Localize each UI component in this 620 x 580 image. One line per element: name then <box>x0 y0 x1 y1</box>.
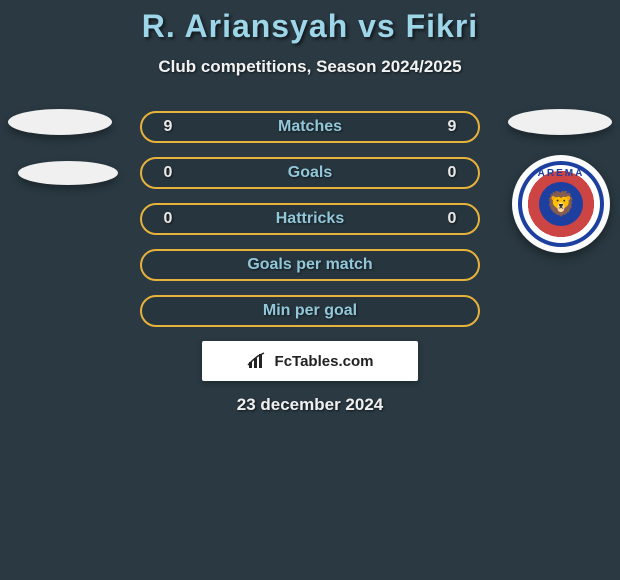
bar-chart-icon <box>247 352 269 370</box>
stat-left-value: 0 <box>156 164 180 182</box>
stat-right-value: 0 <box>440 164 464 182</box>
date-text: 23 december 2024 <box>0 395 620 415</box>
stat-row-goals: 0 Goals 0 <box>140 157 480 189</box>
stat-label: Goals per match <box>247 256 372 274</box>
stat-row-min-per-goal: Min per goal <box>140 295 480 327</box>
stat-label: Goals <box>288 164 332 182</box>
stat-label: Hattricks <box>276 210 344 228</box>
stats-area: AREMA 🦁 9 Matches 9 0 Goals 0 0 Hattrick… <box>0 111 620 415</box>
player-left-badge-2 <box>18 161 118 185</box>
stat-label: Matches <box>278 118 342 136</box>
stat-row-matches: 9 Matches 9 <box>140 111 480 143</box>
stat-left-value: 9 <box>156 118 180 136</box>
stat-row-hattricks: 0 Hattricks 0 <box>140 203 480 235</box>
stat-right-value: 9 <box>440 118 464 136</box>
player-left-badge-1 <box>8 109 112 135</box>
lion-icon: 🦁 <box>546 190 576 219</box>
subtitle: Club competitions, Season 2024/2025 <box>0 57 620 77</box>
player-right-badge <box>508 109 612 135</box>
crest-text: AREMA <box>538 168 585 179</box>
stat-right-value: 0 <box>440 210 464 228</box>
stat-label: Min per goal <box>263 302 357 320</box>
stat-row-goals-per-match: Goals per match <box>140 249 480 281</box>
stat-rows: 9 Matches 9 0 Goals 0 0 Hattricks 0 Goal… <box>140 111 480 327</box>
comparison-card: R. Ariansyah vs Fikri Club competitions,… <box>0 0 620 580</box>
brand-text: FcTables.com <box>275 353 374 370</box>
club-crest: AREMA 🦁 <box>512 155 610 253</box>
brand-card: FcTables.com <box>202 341 418 381</box>
stat-left-value: 0 <box>156 210 180 228</box>
crest-center: 🦁 <box>539 182 583 226</box>
crest-ring: AREMA 🦁 <box>518 161 604 247</box>
page-title: R. Ariansyah vs Fikri <box>0 8 620 45</box>
